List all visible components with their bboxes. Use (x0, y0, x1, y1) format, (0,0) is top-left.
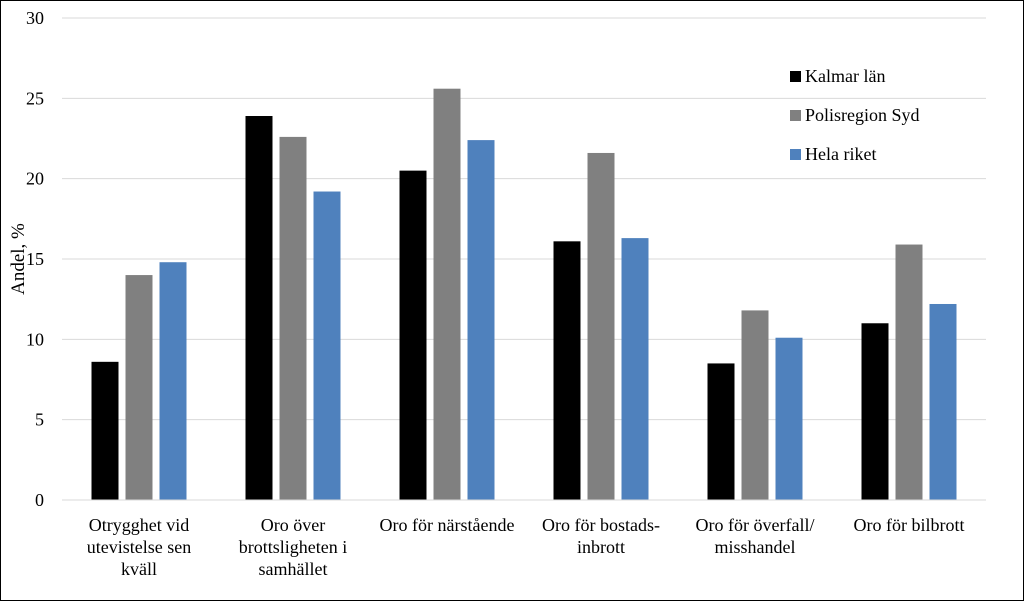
legend-label: Kalmar län (805, 66, 885, 86)
category-label-line: brottsligheten i (239, 537, 347, 557)
bar-kalmar-län-1 (91, 361, 119, 500)
bar-kalmar-län-5 (707, 363, 735, 500)
bar-hela-riket-1 (159, 262, 187, 500)
bar-kalmar-län-6 (861, 323, 889, 500)
category-label-line: Oro för överfall/ (696, 515, 815, 535)
legend-swatch (790, 110, 801, 121)
legend: Kalmar län Polisregion Syd Hela riket (790, 66, 920, 164)
category-label-line: kväll (121, 559, 157, 579)
y-tick-label: 0 (35, 490, 44, 510)
y-axis-title: Andel, % (8, 223, 29, 295)
bar-hela-riket-4 (621, 238, 649, 500)
gridlines (62, 17, 986, 501)
legend-item-polisregion-syd: Polisregion Syd (790, 105, 920, 125)
y-tick-label: 30 (26, 8, 44, 28)
legend-label: Hela riket (805, 144, 876, 164)
category-label-line: samhället (259, 559, 328, 579)
y-tick-label: 15 (26, 249, 44, 269)
legend-item-hela-riket: Hela riket (790, 144, 876, 164)
y-tick-label: 20 (26, 169, 44, 189)
y-axis-ticks: 0 5 10 15 20 25 30 (26, 8, 44, 510)
y-tick-label: 25 (26, 88, 44, 108)
category-label-line: inbrott (577, 537, 625, 557)
bar-polisregion-syd-2 (279, 136, 307, 501)
category-label-line: Oro över (261, 515, 325, 535)
legend-item-kalmar-län: Kalmar län (790, 66, 885, 86)
legend-swatch (790, 71, 801, 82)
bar-hela-riket-6 (929, 303, 957, 500)
bar-polisregion-syd-1 (125, 275, 153, 500)
category-label-line: Otrygghet vid (89, 515, 190, 535)
legend-swatch (790, 149, 801, 160)
bar-hela-riket-3 (467, 140, 495, 500)
bar-hela-riket-5 (775, 337, 803, 500)
y-tick-label: 10 (26, 329, 44, 349)
category-label: Oro för bilbrott (854, 515, 965, 535)
y-tick-label: 5 (35, 410, 44, 430)
bar-polisregion-syd-6 (895, 244, 923, 500)
category-label-line: Oro för bilbrott (854, 515, 965, 535)
bar-kalmar-län-4 (553, 241, 581, 500)
bar-kalmar-län-3 (399, 170, 427, 500)
category-label-line: Oro för bostads- (542, 515, 660, 535)
category-label-line: misshandel (715, 537, 796, 557)
bar-polisregion-syd-4 (587, 152, 615, 500)
category-label-line: utevistelse sen (87, 537, 191, 557)
bars (62, 88, 986, 501)
bar-polisregion-syd-3 (433, 88, 461, 501)
bar-hela-riket-2 (313, 191, 341, 500)
legend-label: Polisregion Syd (805, 105, 920, 125)
category-label-line: Oro för närstående (380, 515, 515, 535)
bar-kalmar-län-2 (245, 116, 273, 501)
bar-polisregion-syd-5 (741, 310, 769, 500)
category-label: Oro för bostads-inbrott (542, 515, 660, 557)
category-label: Oro för närstående (380, 515, 515, 535)
category-label: Oro för överfall/misshandel (696, 515, 815, 557)
